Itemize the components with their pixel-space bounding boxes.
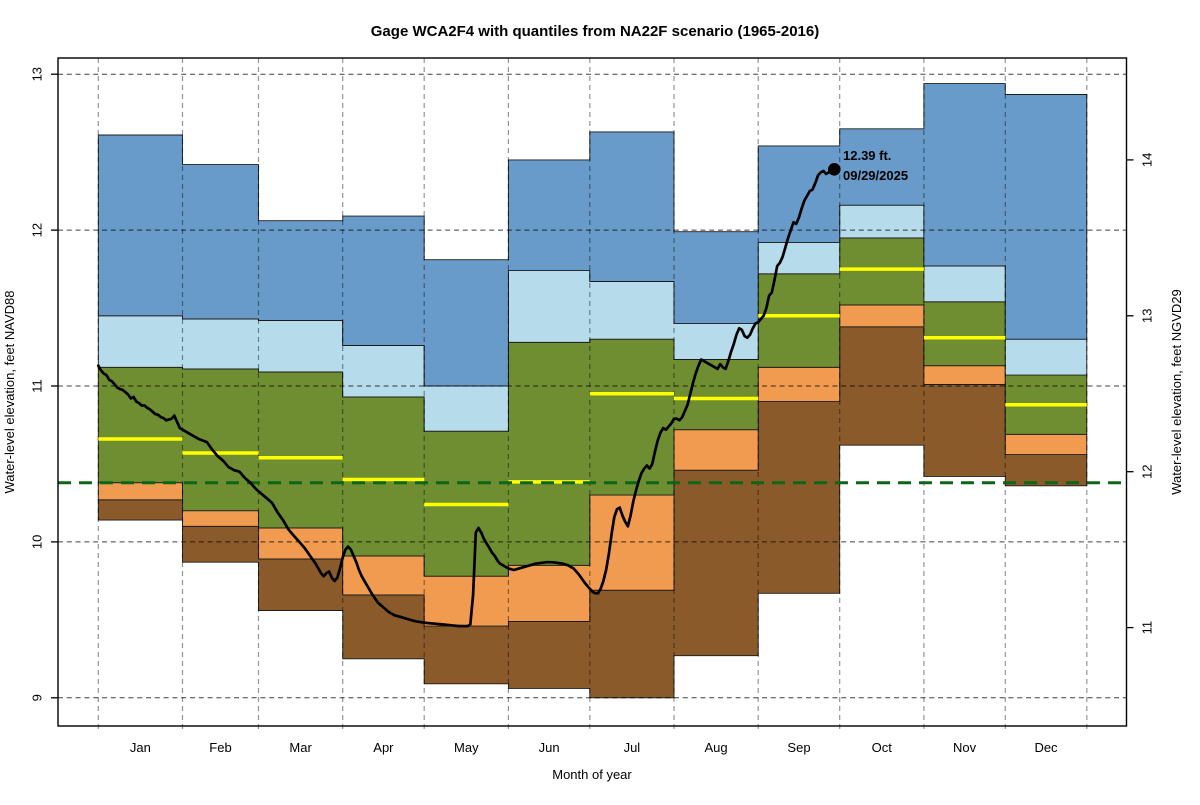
svg-text:12.39 ft.: 12.39 ft. bbox=[843, 148, 891, 163]
svg-text:11: 11 bbox=[1139, 621, 1154, 635]
svg-text:10: 10 bbox=[29, 535, 44, 549]
svg-text:14: 14 bbox=[1139, 153, 1154, 167]
svg-text:Oct: Oct bbox=[872, 740, 893, 755]
svg-text:Mar: Mar bbox=[289, 740, 312, 755]
svg-text:Apr: Apr bbox=[373, 740, 394, 755]
svg-text:Dec: Dec bbox=[1034, 740, 1058, 755]
svg-text:Water-level elevation, feet NA: Water-level elevation, feet NAVD88 bbox=[2, 290, 17, 493]
svg-text:Jul: Jul bbox=[624, 740, 641, 755]
svg-text:9: 9 bbox=[29, 694, 44, 701]
svg-text:12: 12 bbox=[1139, 464, 1154, 478]
svg-text:Month of year: Month of year bbox=[552, 767, 632, 782]
svg-text:13: 13 bbox=[1139, 309, 1154, 323]
svg-text:Jan: Jan bbox=[130, 740, 151, 755]
svg-text:13: 13 bbox=[29, 67, 44, 81]
svg-text:Water-level elevation, feet NG: Water-level elevation, feet NGVD29 bbox=[1169, 289, 1184, 494]
svg-text:Gage WCA2F4 with quantiles fro: Gage WCA2F4 with quantiles from NA22F sc… bbox=[371, 23, 819, 40]
svg-text:Sep: Sep bbox=[787, 740, 810, 755]
svg-text:Feb: Feb bbox=[209, 740, 231, 755]
svg-text:Aug: Aug bbox=[705, 740, 728, 755]
svg-text:09/29/2025: 09/29/2025 bbox=[843, 168, 908, 183]
svg-text:May: May bbox=[454, 740, 479, 755]
svg-text:Nov: Nov bbox=[953, 740, 977, 755]
svg-text:11: 11 bbox=[29, 379, 44, 393]
svg-text:Jun: Jun bbox=[539, 740, 560, 755]
svg-text:12: 12 bbox=[29, 223, 44, 237]
